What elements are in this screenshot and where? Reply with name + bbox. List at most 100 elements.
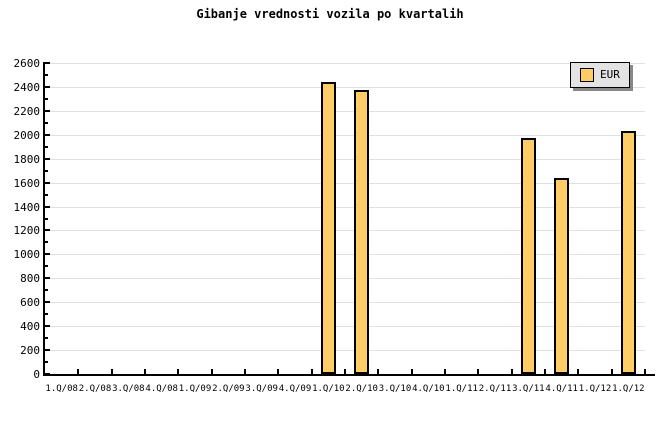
x-axis-tick-label: 2.Q/11 [478,384,512,394]
y-axis-minor-tick [45,337,48,340]
y-axis-major-tick [45,109,50,112]
y-axis-major-tick [45,349,50,352]
y-axis-tick-label: 1600 [13,176,41,190]
y-axis-tick-label: 2400 [13,80,41,94]
y-axis-major-tick [45,133,50,136]
y-axis-minor-tick [45,121,48,124]
y-axis-minor-tick [45,265,48,268]
y-axis-tick-label: 600 [20,296,40,310]
gridline [45,110,645,112]
x-axis-tick-label: 1.Q/09 [178,384,212,394]
y-axis-tick-label: 2600 [13,57,41,70]
y-axis-major-tick [45,373,50,375]
y-axis-minor-tick [45,217,48,220]
y-axis-major-tick [45,205,50,208]
gridline [45,254,645,256]
gridline [45,86,645,88]
x-axis-tick [144,369,146,374]
y-axis-tick-label: 2000 [13,128,41,142]
x-axis-tick-label: 3.Q/09 [245,384,278,394]
y-axis-minor-tick [45,97,48,100]
x-axis-tick-label: 2.Q/09 [212,384,245,394]
x-axis-tick [77,369,80,374]
y-axis-major-tick [45,157,50,160]
legend-swatch-icon [580,68,594,82]
y-axis-major-tick [45,301,50,304]
y-axis-minor-tick [45,169,48,172]
y-axis-tick-label: 200 [20,344,40,358]
x-axis-tick-label: 3.Q/11 [512,384,545,394]
gridline [45,230,645,232]
y-axis-major-tick [45,229,50,232]
x-axis-tick-label: 1.Q/08 [45,384,78,394]
x-axis-line [43,374,655,376]
x-axis-tick-label: 4.Q/11 [545,384,578,394]
x-axis-tick-label: 3.Q/08 [112,384,145,394]
x-axis-tick [644,369,646,374]
x-axis-tick-label: 2.Q/10 [345,384,378,394]
bar-4.Q/11 [554,177,570,374]
gridline [45,63,645,64]
gridline [45,182,645,184]
gridline [45,158,645,160]
y-axis-major-tick [45,325,50,328]
y-axis-minor-tick [45,73,48,76]
x-axis-tick [510,369,513,374]
gridline [45,302,645,304]
x-axis-tick-label: 1.Q/12 [612,384,645,394]
gridline [45,206,645,208]
y-axis-tick-label: 800 [20,272,40,286]
x-axis-tick [577,369,580,374]
y-axis-major-tick [45,85,50,88]
y-axis-tick-label: 0 [33,368,40,381]
y-axis-minor-tick [45,361,48,364]
x-axis-tick [110,369,113,374]
x-axis-tick [310,369,313,374]
x-axis-tick-label: 4.Q/09 [278,384,312,394]
x-axis-tick [610,369,613,374]
y-axis-minor-tick [45,241,48,244]
plot-area [45,63,645,374]
y-axis-major-tick [45,62,50,64]
bar-2.Q/10 [354,89,370,374]
y-axis-tick-label: 1000 [13,248,41,262]
x-axis-tick [477,369,480,374]
chart-title: Gibanje vrednosti vozila po kvartalih [196,7,464,21]
x-axis-tick-label: 1.Q/11 [445,384,478,394]
x-axis-tick [410,369,413,374]
y-axis-major-tick [45,277,50,280]
x-axis-tick [377,369,380,374]
x-axis-tick [244,369,246,374]
y-axis-major-tick [45,253,50,256]
x-axis-tick-label: 1.Q/10 [312,384,345,394]
bar-1.Q/12 [620,131,636,374]
y-axis-minor-tick [45,289,48,292]
x-axis-tick [210,369,213,374]
gridline [45,350,645,352]
x-axis-tick-label: 1.Q/12 [578,384,612,394]
x-axis-tick-label: 2.Q/08 [78,384,112,394]
bar-3.Q/11 [520,137,536,374]
gridline [45,278,645,280]
y-axis-major-tick [45,181,50,184]
y-axis-tick-label: 1800 [13,152,41,166]
x-axis-tick [444,369,446,374]
x-axis-tick-label: 4.Q/10 [412,384,445,394]
y-axis-tick-label: 2200 [13,104,41,118]
x-axis-tick [544,369,546,374]
legend: EUR [570,62,630,88]
legend-label: EUR [600,68,620,81]
y-axis-tick-label: 1400 [13,200,41,214]
y-axis-tick-label: 1200 [13,224,41,238]
y-axis-minor-tick [45,313,48,316]
gridline [45,134,645,136]
y-axis-minor-tick [45,145,48,148]
x-axis-tick [277,369,280,374]
bar-1.Q/10 [320,82,336,374]
y-axis-tick-label: 400 [20,320,40,334]
y-axis-minor-tick [45,193,48,196]
gridline [45,326,645,328]
x-axis-tick-label: 4.Q/08 [145,384,178,394]
x-axis-tick [344,369,346,374]
